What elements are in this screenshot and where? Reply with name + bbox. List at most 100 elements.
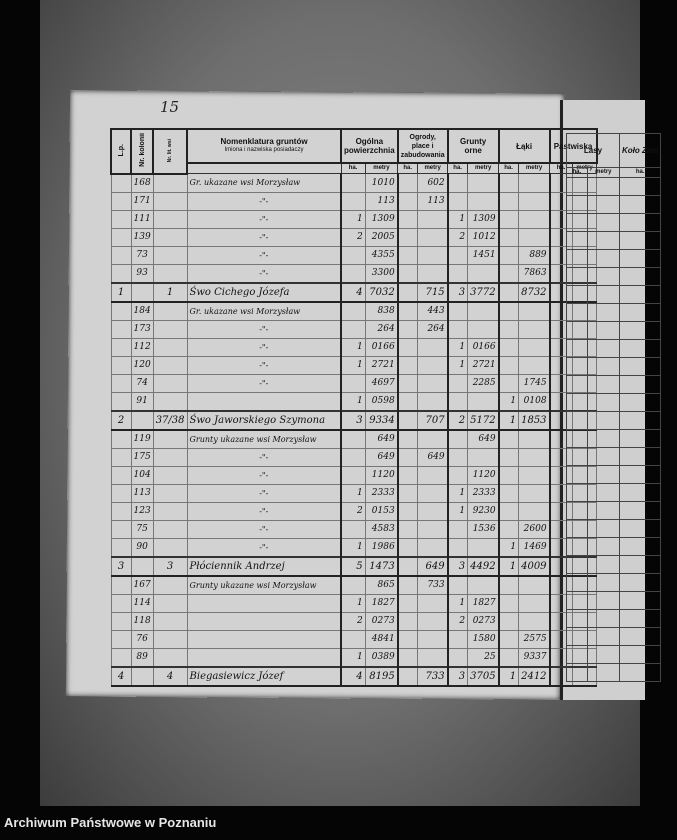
parcel-row: 93 -"- 3300 7863 xyxy=(110,263,598,283)
cell-lk-m xyxy=(518,227,551,247)
cell-gr-m: 4492 xyxy=(467,555,500,577)
header-nomenklatura: Nomenklatura gruntów Imiona i nazwiska po… xyxy=(186,128,343,164)
cell-ref: 37/38 xyxy=(152,409,188,431)
cell-lk-ha xyxy=(497,281,520,303)
cell-og-m: 649 xyxy=(364,429,399,449)
header-grunty: Grunty orne xyxy=(446,128,500,164)
parcel-row: 184 Gr. ukazane wsi Morzysław 838 443 xyxy=(110,301,598,321)
owner-total-row: 1 1 Śwo Cichego Józefa 4 7032 715 3 3772 8732 xyxy=(110,281,598,303)
parcel-row: 113 -"- 1 2333 1 2333 xyxy=(110,483,598,503)
cell-gr-m xyxy=(467,191,500,211)
owner-total-row: 4 4 Biegasiewicz Józef 4 8195 733 3 3705 1 2412 xyxy=(110,665,598,687)
cell-og-ha xyxy=(340,191,366,211)
cell-ogr-ha xyxy=(396,593,419,613)
facing-row xyxy=(566,213,662,232)
cell-ref xyxy=(152,629,188,649)
cell-lp: 4 xyxy=(110,665,132,687)
cell-ogr-m xyxy=(417,227,449,247)
cell-ref xyxy=(152,575,188,595)
cell-lk-m xyxy=(518,301,551,321)
cell-gr-m: 649 xyxy=(467,429,500,449)
parcel-row: 123 -"- 2 0153 1 9230 xyxy=(110,501,598,521)
facing-row xyxy=(566,339,662,358)
cell-name: -"- xyxy=(186,465,342,485)
cell-gr-m: 1827 xyxy=(467,593,500,613)
cell-lp xyxy=(110,319,132,339)
cell-lk-m xyxy=(518,465,551,485)
cell-ogr-m: 649 xyxy=(417,447,449,467)
cell-lk-m xyxy=(518,611,551,631)
cell-lk-m xyxy=(518,337,551,357)
cell-lk-m: 7863 xyxy=(518,263,551,283)
cell-lk-ha xyxy=(497,319,520,339)
cell-gr-ha: 1 xyxy=(446,501,469,521)
cell-kol: 119 xyxy=(130,429,154,449)
owner-total-row: 3 3 Płóciennik Andrzej 5 1473 649 3 4492 1 4009 xyxy=(110,555,598,577)
cell-ref xyxy=(152,465,188,485)
cell-gr-m: 9230 xyxy=(467,501,500,521)
cell-lk-ha xyxy=(497,611,520,631)
cell-ogr-ha xyxy=(396,209,419,229)
cell-ref xyxy=(152,391,188,411)
cell-gr-m xyxy=(467,575,500,595)
header-ref: Nr. lit. wsi xyxy=(152,128,189,175)
cell-name: Śwo Jaworskiego Szymona xyxy=(186,409,342,431)
cell-lk-m xyxy=(518,173,551,193)
cell-gr-m xyxy=(467,447,500,467)
cell-ogr-m xyxy=(417,593,449,613)
cell-ref xyxy=(152,447,188,467)
cell-og-m: 1827 xyxy=(364,593,399,613)
cell-lp xyxy=(110,191,132,211)
cell-lk-ha: 1 xyxy=(497,537,520,557)
cell-og-m: 4697 xyxy=(364,373,399,393)
cell-og-m: 3300 xyxy=(364,263,399,283)
parcel-row: 120 -"- 1 2721 1 2721 xyxy=(110,355,598,375)
cell-gr-m: 1580 xyxy=(467,629,500,649)
cell-og-ha xyxy=(340,245,366,265)
cell-lp xyxy=(110,173,132,193)
cell-gr-m: 1309 xyxy=(467,209,500,229)
parcel-row: 75 -"- 4583 1536 2600 xyxy=(110,519,598,539)
cell-gr-ha: 2 xyxy=(446,227,469,247)
cell-lk-ha xyxy=(497,355,520,375)
cell-gr-ha: 1 xyxy=(446,483,469,503)
parcel-row: 89 1 0389 25 9337 xyxy=(110,647,598,667)
cell-og-m: 8195 xyxy=(364,665,399,687)
cell-lk-ha xyxy=(497,465,520,485)
cell-gr-ha xyxy=(446,519,469,539)
cell-lp xyxy=(110,429,132,449)
cell-ogr-ha xyxy=(396,629,419,649)
cell-lk-m: 2412 xyxy=(518,665,551,687)
cell-gr-m: 2333 xyxy=(467,483,500,503)
cell-og-m: 4841 xyxy=(364,629,399,649)
cell-gr-ha: 3 xyxy=(446,665,469,687)
cell-ref xyxy=(152,209,188,229)
cell-ref: 4 xyxy=(152,665,188,687)
cell-kol: 120 xyxy=(130,355,154,375)
cell-gr-ha xyxy=(446,319,469,339)
cell-kol: 173 xyxy=(130,319,154,339)
header-kolonii: Nr. kolonii xyxy=(129,128,155,175)
cell-ogr-m xyxy=(417,465,449,485)
cell-lk-m: 1745 xyxy=(518,373,551,393)
cell-ogr-ha xyxy=(396,501,419,521)
cell-og-m: 2333 xyxy=(364,483,399,503)
parcel-row: 73 -"- 4355 1451 889 xyxy=(110,245,598,265)
cell-name xyxy=(186,611,342,631)
cell-kol: 111 xyxy=(130,209,154,229)
facing-row xyxy=(566,663,662,682)
parcel-row: 139 -"- 2 2005 2 1012 xyxy=(110,227,598,247)
cell-lk-m xyxy=(518,319,551,339)
cell-og-m: 649 xyxy=(364,447,399,467)
cell-lk-ha xyxy=(497,209,520,229)
cell-ref xyxy=(152,227,188,247)
cell-og-ha: 1 xyxy=(340,537,366,557)
cell-ogr-m xyxy=(417,391,449,411)
cell-ogr-m: 113 xyxy=(417,191,449,211)
subheader-ha: ha. xyxy=(498,162,520,174)
cell-kol: 93 xyxy=(130,263,154,283)
cell-ogr-ha xyxy=(396,373,419,393)
cell-lk-ha: 1 xyxy=(497,391,520,411)
cell-lk-ha xyxy=(497,301,520,321)
cell-og-ha: 5 xyxy=(340,555,366,577)
